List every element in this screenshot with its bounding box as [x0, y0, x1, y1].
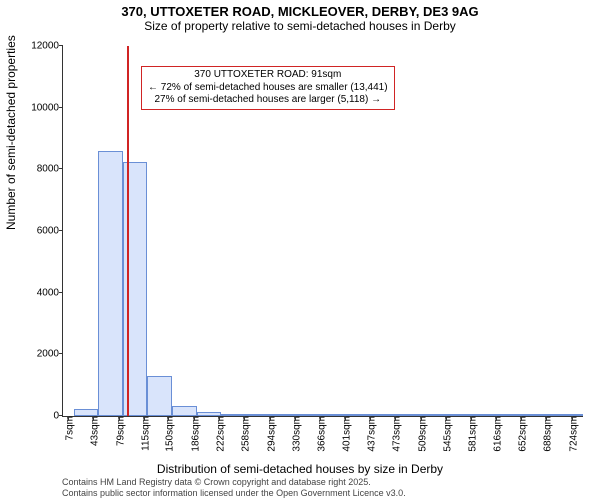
x-tick-label: 43sqm — [86, 416, 101, 446]
x-tick-label: 509sqm — [413, 416, 428, 452]
histogram-bar — [74, 409, 99, 416]
histogram-bar — [172, 406, 197, 416]
histogram-bar — [442, 414, 467, 416]
y-tick-label: 8000 — [37, 164, 63, 175]
chart-title: 370, UTTOXETER ROAD, MICKLEOVER, DERBY, … — [0, 0, 600, 19]
histogram-bar — [270, 414, 295, 416]
histogram-bar — [319, 414, 344, 416]
x-tick-mark — [572, 416, 573, 420]
y-tick-mark — [59, 353, 63, 354]
y-axis-label: Number of semi-detached properties — [4, 35, 18, 230]
annotation-box: 370 UTTOXETER ROAD: 91sqm← 72% of semi-d… — [141, 66, 395, 110]
x-tick-mark — [546, 416, 547, 420]
y-tick-label: 2000 — [37, 349, 63, 360]
x-tick-label: 437sqm — [363, 416, 378, 452]
x-tick-mark — [194, 416, 195, 420]
x-tick-label: 258sqm — [237, 416, 252, 452]
chart-container: 370, UTTOXETER ROAD, MICKLEOVER, DERBY, … — [0, 0, 600, 500]
x-tick-mark — [496, 416, 497, 420]
y-tick-mark — [59, 45, 63, 46]
x-tick-label: 294sqm — [262, 416, 277, 452]
x-tick-mark — [93, 416, 94, 420]
histogram-bar — [344, 414, 369, 416]
x-tick-mark — [144, 416, 145, 420]
y-tick-label: 6000 — [37, 226, 63, 237]
histogram-bar — [541, 414, 566, 416]
x-tick-mark — [471, 416, 472, 420]
histogram-bar — [492, 414, 517, 416]
histogram-bar — [516, 414, 541, 416]
histogram-bar — [565, 414, 583, 416]
x-tick-label: 79sqm — [111, 416, 126, 446]
histogram-bar — [295, 414, 320, 416]
x-tick-mark — [345, 416, 346, 420]
x-axis-label: Distribution of semi-detached houses by … — [0, 462, 600, 476]
histogram-bar — [467, 414, 492, 416]
x-tick-label: 616sqm — [488, 416, 503, 452]
x-tick-mark — [270, 416, 271, 420]
y-tick-mark — [59, 230, 63, 231]
x-tick-mark — [446, 416, 447, 420]
x-tick-label: 150sqm — [161, 416, 176, 452]
y-tick-mark — [59, 168, 63, 169]
footer-line-2: Contains public sector information licen… — [62, 488, 406, 498]
reference-line — [127, 46, 129, 416]
x-tick-mark — [521, 416, 522, 420]
x-tick-mark — [68, 416, 69, 420]
y-tick-mark — [59, 292, 63, 293]
x-tick-mark — [395, 416, 396, 420]
x-tick-label: 581sqm — [464, 416, 479, 452]
x-tick-mark — [295, 416, 296, 420]
histogram-bar — [393, 414, 418, 416]
y-tick-label: 10000 — [31, 102, 63, 113]
histogram-bar — [147, 376, 172, 416]
x-tick-label: 115sqm — [136, 416, 151, 451]
x-tick-mark — [219, 416, 220, 420]
x-tick-label: 652sqm — [514, 416, 529, 452]
x-tick-label: 222sqm — [212, 416, 227, 452]
x-tick-label: 473sqm — [388, 416, 403, 452]
footer-line-1: Contains HM Land Registry data © Crown c… — [62, 477, 406, 487]
annotation-line-3: 27% of semi-detached houses are larger (… — [148, 94, 388, 107]
x-tick-mark — [244, 416, 245, 420]
x-tick-mark — [320, 416, 321, 420]
x-tick-label: 545sqm — [438, 416, 453, 452]
x-tick-label: 186sqm — [186, 416, 201, 452]
x-tick-mark — [168, 416, 169, 420]
x-tick-label: 330sqm — [287, 416, 302, 452]
chart-footer: Contains HM Land Registry data © Crown c… — [62, 477, 406, 498]
y-tick-mark — [59, 107, 63, 108]
y-tick-label: 12000 — [31, 41, 63, 52]
histogram-bar — [221, 414, 246, 416]
annotation-line-1: 370 UTTOXETER ROAD: 91sqm — [148, 69, 388, 82]
histogram-bar — [418, 414, 443, 416]
x-tick-mark — [119, 416, 120, 420]
chart-subtitle: Size of property relative to semi-detach… — [0, 19, 600, 37]
y-tick-label: 4000 — [37, 287, 63, 298]
x-tick-mark — [421, 416, 422, 420]
histogram-bar — [369, 414, 394, 416]
histogram-bar — [98, 151, 123, 416]
x-tick-label: 401sqm — [337, 416, 352, 452]
x-tick-label: 724sqm — [564, 416, 579, 452]
x-tick-mark — [370, 416, 371, 420]
x-tick-label: 688sqm — [539, 416, 554, 452]
x-tick-label: 366sqm — [313, 416, 328, 452]
plot-area: 0200040006000800010000120007sqm43sqm79sq… — [62, 46, 583, 417]
annotation-line-2: ← 72% of semi-detached houses are smalle… — [148, 82, 388, 95]
histogram-bar — [246, 414, 271, 416]
histogram-bar — [197, 412, 222, 416]
